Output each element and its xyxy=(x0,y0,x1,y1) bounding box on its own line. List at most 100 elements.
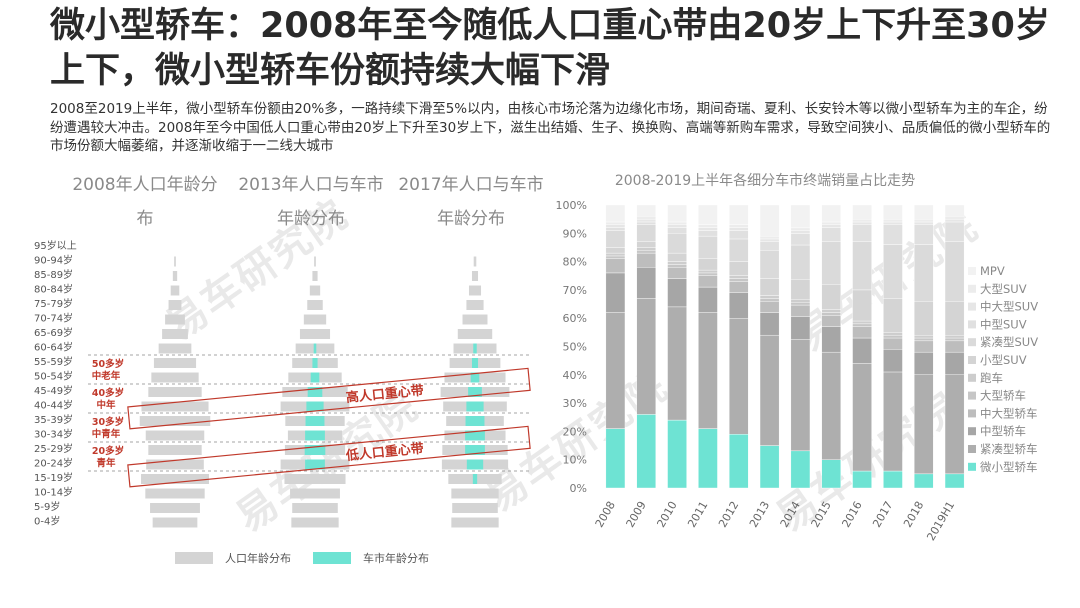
age-label: 85-89岁 xyxy=(34,268,73,281)
population-bar xyxy=(309,285,321,296)
carmarket-bar xyxy=(305,430,325,441)
pyramid-title-2017: 2017年人口与车市年龄分布 xyxy=(398,175,544,229)
bar-segment xyxy=(821,459,842,489)
age-label: 50-54岁 xyxy=(34,370,73,383)
carmarket-bar xyxy=(313,343,317,354)
low-band-outline xyxy=(127,425,531,488)
bar-segment xyxy=(605,312,626,429)
bar-segment xyxy=(852,363,872,472)
y-tick-label: 0% xyxy=(570,482,587,495)
population-bar xyxy=(148,445,202,455)
x-tick-label: 2017 xyxy=(870,499,895,530)
bar-segment xyxy=(605,272,626,313)
bar-segment xyxy=(728,275,749,279)
carmarket-bar xyxy=(472,474,478,484)
bar-segment xyxy=(790,339,811,452)
bar-segment xyxy=(790,244,811,280)
x-tick-label: 2011 xyxy=(685,499,710,530)
x-tick-label: 2009 xyxy=(624,499,649,530)
bar-segment xyxy=(759,301,780,313)
bar-segment xyxy=(944,204,965,217)
bar-segment xyxy=(667,204,687,223)
legend-label: 紧凑型SUV xyxy=(980,335,1038,349)
bar-segment xyxy=(759,278,780,296)
population-bar xyxy=(471,271,479,281)
bar-segment xyxy=(913,374,934,475)
population-bar xyxy=(462,314,488,325)
bar-segment xyxy=(605,247,626,254)
age-label: 80-84岁 xyxy=(34,283,73,296)
bar-segment xyxy=(913,224,934,245)
bar-segment xyxy=(883,334,903,339)
bar-segment xyxy=(944,337,965,342)
population-bar xyxy=(141,474,209,484)
band-group-label: 中青年 xyxy=(92,428,121,440)
legend-label: 大型轿车 xyxy=(980,389,1026,403)
bar-segment xyxy=(636,298,657,415)
legend-swatch-population xyxy=(175,552,213,564)
age-label: 65-69岁 xyxy=(34,326,73,339)
population-bar xyxy=(145,430,205,441)
age-label: 15-19岁 xyxy=(34,471,73,484)
carmarket-bar xyxy=(305,459,325,470)
bar-segment xyxy=(790,233,811,246)
population-bar xyxy=(151,372,199,383)
bar-segment xyxy=(728,224,749,228)
population-bar xyxy=(303,314,327,325)
bar-segment xyxy=(852,470,872,489)
legend-label: 中型轿车 xyxy=(980,424,1026,438)
bar-segment xyxy=(605,221,626,226)
population-bar xyxy=(457,329,493,339)
legend-label: MPV xyxy=(980,264,1005,278)
chart-title: 2008-2019上半年各细分车市终端销量占比走势 xyxy=(615,172,915,189)
carmarket-bar xyxy=(471,358,479,368)
segment-share-chart: 2008-2019上半年各细分车市终端销量占比走势 0% 10% 20% 30% 40% 5… xyxy=(556,172,1039,543)
bar-segment xyxy=(698,258,718,271)
carmarket-bar xyxy=(305,416,325,426)
population-bar xyxy=(165,314,185,325)
bar-segment xyxy=(913,351,934,376)
bar-segment xyxy=(605,255,626,259)
x-tick-label: 2014 xyxy=(778,499,803,530)
age-label: 30-34岁 xyxy=(34,428,73,441)
bar-segment xyxy=(636,250,657,254)
population-bar xyxy=(146,459,204,470)
bar-segment xyxy=(944,301,965,336)
age-label: 75-79岁 xyxy=(34,297,73,310)
bar-segment xyxy=(913,244,934,302)
bar-segment xyxy=(852,224,872,242)
population-bar xyxy=(291,517,339,528)
y-tick-label: 80% xyxy=(563,256,587,269)
bar-segment xyxy=(759,250,780,279)
bar-segment xyxy=(667,267,687,279)
age-label: 90-94岁 xyxy=(34,254,73,267)
page-title: 微小型轿车：2008年至今随低人口重心带由20岁上下升至30岁上下，微小型轿车份… xyxy=(50,6,1050,91)
population-bar xyxy=(451,488,499,499)
population-bar xyxy=(299,329,331,339)
population-bar xyxy=(307,300,323,310)
x-tick-label: 2008 xyxy=(593,499,618,530)
bar-segment xyxy=(728,230,749,240)
age-label: 40-44岁 xyxy=(34,399,73,412)
bar-segment xyxy=(636,252,657,268)
bar-segment xyxy=(728,434,749,489)
bar-segment xyxy=(698,428,718,489)
bar-segment xyxy=(667,278,687,308)
bar-segment xyxy=(790,304,811,317)
carmarket-bar xyxy=(473,343,477,354)
bar-segment xyxy=(759,445,780,489)
bar-segment xyxy=(821,284,842,310)
age-label: 5-9岁 xyxy=(34,500,60,513)
bar-segment xyxy=(790,230,811,234)
age-label: 25-29岁 xyxy=(34,442,73,455)
age-label: 45-49岁 xyxy=(34,384,73,397)
age-label: 95岁以上 xyxy=(34,239,77,252)
bar-segment xyxy=(944,334,965,339)
bar-segment xyxy=(667,227,687,234)
bar-segment xyxy=(605,227,626,231)
bar-segment xyxy=(667,306,687,421)
bar-segment xyxy=(821,224,842,228)
legend-swatch xyxy=(968,320,976,329)
age-label: 60-64岁 xyxy=(34,341,73,354)
